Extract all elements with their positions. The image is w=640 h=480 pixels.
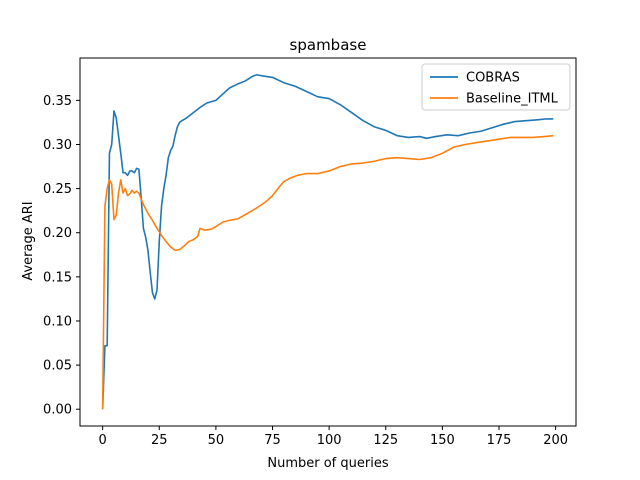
- y-tick-label: 0.05: [43, 359, 72, 374]
- x-tick-label: 125: [373, 433, 398, 448]
- x-tick-label: 100: [317, 433, 342, 448]
- x-tick-label: 0: [99, 433, 107, 448]
- legend-label-baseline-itml: Baseline_ITML: [466, 92, 559, 107]
- x-tick-label: 25: [151, 433, 168, 448]
- series-line-baseline-itml: [101, 134, 554, 410]
- x-tick-label: 150: [430, 433, 455, 448]
- y-tick-label: 0.25: [43, 182, 72, 197]
- y-tick-label: 0.20: [43, 226, 72, 241]
- y-tick-label: 0.30: [43, 138, 72, 153]
- plot-frame: [79, 57, 577, 427]
- axes-layer: 0 25 50 75 100 125 150 175 200 0.00 0.05 0.10 0.15 0.…: [43, 57, 577, 448]
- legend-label-cobras: COBRAS: [466, 71, 520, 86]
- series-line-cobras: [101, 73, 554, 410]
- y-tick-label: 0.00: [43, 403, 72, 418]
- x-tick-label: 75: [264, 433, 281, 448]
- x-tick-label: 50: [208, 433, 225, 448]
- legend-box: [421, 63, 571, 111]
- y-tick-label: 0.15: [43, 270, 72, 285]
- chart-title: spambase: [290, 36, 367, 54]
- x-tick-label: 200: [543, 433, 568, 448]
- legend: COBRAS Baseline_ITML: [421, 63, 571, 111]
- y-tick-label: 0.10: [43, 314, 72, 329]
- series-layer: [101, 73, 554, 410]
- x-axis-title: Number of queries: [267, 456, 388, 471]
- x-tick-label: 175: [487, 433, 512, 448]
- y-tick-label: 0.35: [43, 94, 72, 109]
- y-axis-title: Average ARI: [21, 201, 36, 280]
